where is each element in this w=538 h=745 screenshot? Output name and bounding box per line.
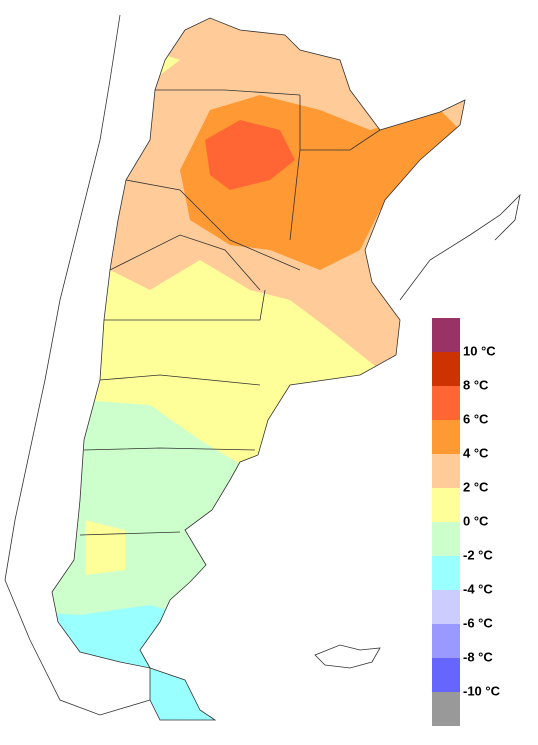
tierra-del-fuego — [149, 667, 217, 721]
legend-label: -4 °C — [463, 581, 493, 596]
legend-swatch — [432, 318, 460, 352]
chile-outline — [4, 14, 151, 716]
falkland-islands — [314, 644, 381, 669]
legend-label: -2 °C — [463, 547, 493, 562]
legend-swatch — [432, 556, 460, 590]
country-outline — [51, 17, 466, 669]
legend-swatch — [432, 658, 460, 692]
legend-swatch — [432, 352, 460, 386]
legend-swatch — [432, 454, 460, 488]
legend-label: 2 °C — [463, 479, 489, 494]
legend-swatch — [432, 386, 460, 420]
legend-label: -10 °C — [463, 683, 501, 698]
legend-label: 8 °C — [463, 377, 489, 392]
legend-label: 0 °C — [463, 513, 489, 528]
province-borders — [79, 89, 381, 536]
legend-swatch — [432, 488, 460, 522]
legend-swatch — [432, 522, 460, 556]
legend-label: 10 °C — [463, 343, 496, 358]
legend-label: 4 °C — [463, 445, 489, 460]
legend-swatch — [432, 692, 460, 726]
uruguay-coast — [399, 193, 521, 301]
legend-swatch — [432, 420, 460, 454]
legend-label: -6 °C — [463, 615, 493, 630]
legend-label: -8 °C — [463, 649, 493, 664]
legend: 10 °C 8 °C 6 °C 4 °C 2 °C 0 °C -2 °C -4 °C -6 °C… — [432, 318, 501, 726]
legend-swatch — [432, 624, 460, 658]
legend-swatch — [432, 590, 460, 624]
legend-label: 6 °C — [463, 411, 489, 426]
